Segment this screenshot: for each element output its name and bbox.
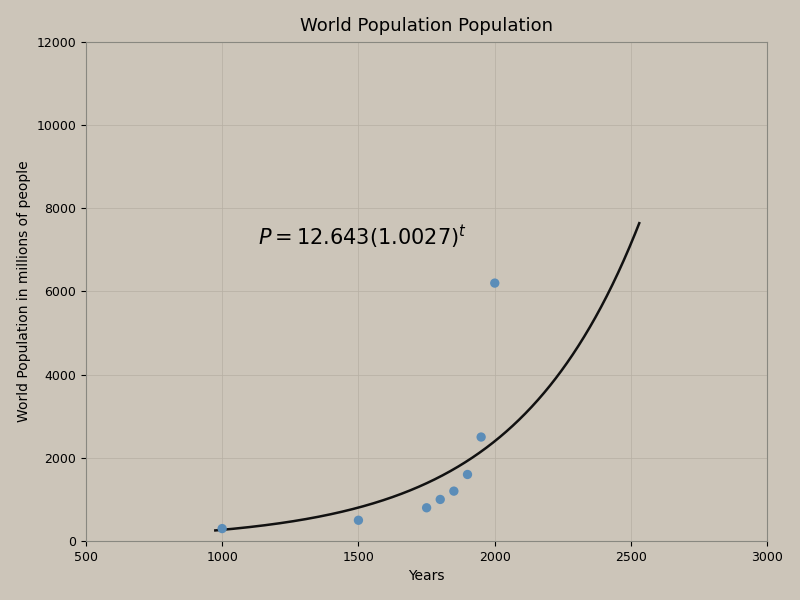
Point bbox=[352, 515, 365, 525]
Title: World Population Population: World Population Population bbox=[300, 17, 553, 35]
Y-axis label: World Population in millions of people: World Population in millions of people bbox=[17, 161, 30, 422]
Point bbox=[434, 494, 446, 504]
Point bbox=[447, 487, 460, 496]
Point bbox=[488, 278, 501, 288]
Point bbox=[216, 524, 229, 533]
Point bbox=[420, 503, 433, 512]
Point bbox=[474, 432, 487, 442]
Text: $P = 12.643(1.0027)^t$: $P = 12.643(1.0027)^t$ bbox=[258, 223, 466, 251]
X-axis label: Years: Years bbox=[408, 569, 445, 583]
Point bbox=[461, 470, 474, 479]
